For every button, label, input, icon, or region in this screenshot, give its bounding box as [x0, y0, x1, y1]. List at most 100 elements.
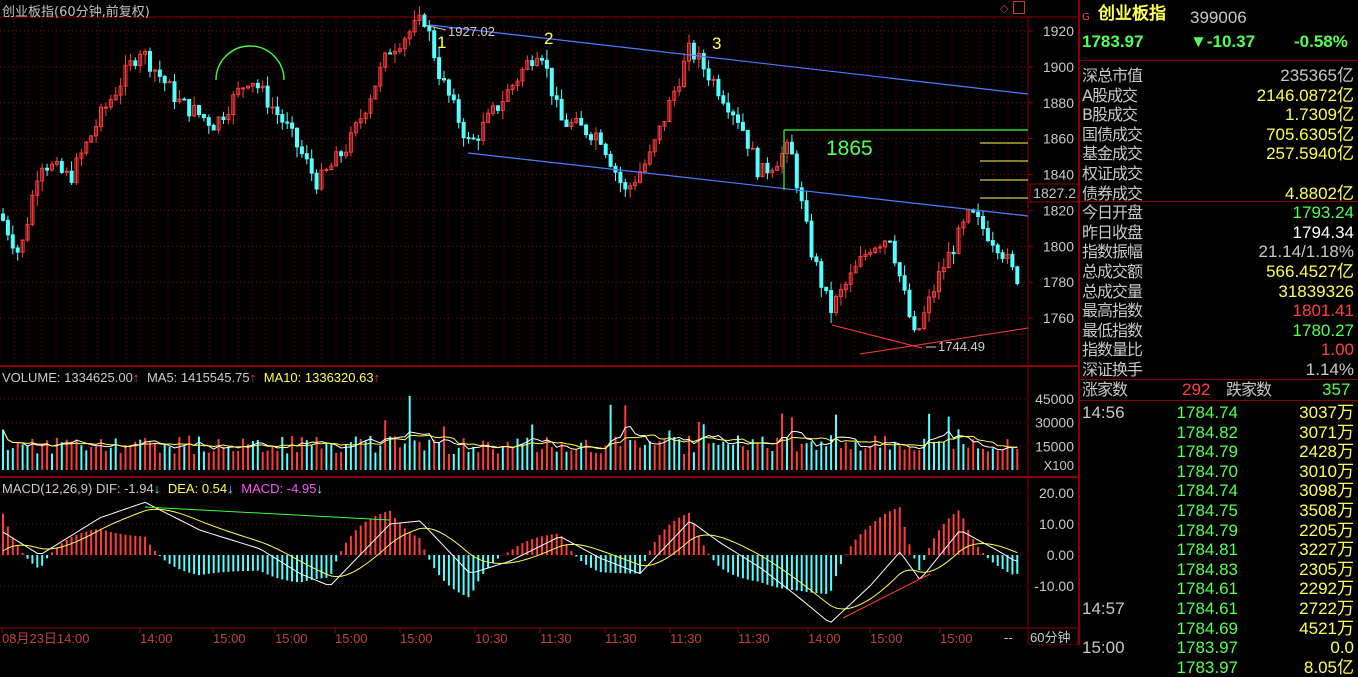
candle-body: [84, 141, 89, 154]
stat-label: 总成交量: [1082, 281, 1143, 301]
candle-body: [878, 246, 883, 249]
candle-body: [74, 157, 79, 183]
candle-body: [765, 162, 770, 174]
stat-value: 4.8802亿: [1285, 183, 1354, 203]
macd-axis-label: -10.00: [1034, 578, 1074, 594]
candle-body: [887, 240, 892, 243]
candle-body: [981, 216, 985, 230]
candle-body: [182, 98, 187, 101]
tick-volume: 3098万: [1299, 481, 1354, 501]
tick-price: 1783.97: [1176, 657, 1238, 677]
time-axis-label: 14:00: [140, 631, 173, 645]
maximize-icon[interactable]: [1013, 1, 1025, 14]
candle-body: [329, 165, 334, 170]
candle-body: [206, 117, 211, 126]
time-axis-label: 15:00: [335, 631, 368, 645]
stat-value: 1794.34: [1292, 222, 1354, 242]
tick-price: 1784.61: [1176, 579, 1238, 599]
price-change-pct: -0.58%: [1294, 32, 1348, 51]
candle-body: [927, 296, 932, 314]
stat-value: 1780.27: [1292, 320, 1354, 340]
candle-body: [652, 139, 657, 153]
tick-volume: 2205万: [1299, 520, 1354, 540]
chart-options-icon[interactable]: ◇: [1000, 2, 1009, 15]
candle-body: [995, 244, 1000, 254]
candle-body: [250, 82, 255, 87]
candle-body: [897, 262, 902, 277]
candle-body: [69, 170, 74, 183]
tick-volume: 3010万: [1299, 461, 1354, 481]
candle-body: [794, 153, 799, 189]
candle-body: [241, 87, 246, 90]
candle-body: [427, 25, 432, 32]
candle-body: [515, 80, 520, 86]
candle-body: [495, 105, 500, 111]
stat-label: 深证换手: [1082, 360, 1143, 379]
tick-price: 1784.74: [1176, 403, 1238, 422]
panel-divider: [1078, 0, 1080, 645]
price-axis-label: 1880: [1043, 95, 1074, 111]
tick-price: 1784.81: [1176, 540, 1238, 560]
tick-volume: 2722万: [1299, 599, 1354, 618]
price-axis-label: 1920: [1043, 23, 1074, 39]
breadth-divider-top: [1080, 379, 1358, 380]
timeframe-selector[interactable]: 60分钟: [1030, 630, 1070, 645]
stat-value: 257.5940亿: [1266, 144, 1354, 164]
candle-body: [505, 89, 510, 102]
tick-time: 15:00: [1082, 638, 1125, 658]
candle-body: [785, 141, 789, 155]
candle-body: [593, 132, 598, 141]
high-price-label: 1927.02: [448, 24, 495, 39]
candle-body: [799, 187, 804, 202]
candle-body: [608, 154, 613, 167]
candle-body: [736, 114, 740, 123]
volume-value: VOLUME: 1334625.00: [2, 370, 133, 385]
index-name: 创业板指: [1098, 4, 1166, 24]
candle-body: [397, 48, 402, 52]
kline-chart-area[interactable]: 1920 1900 1880 1860 1840 1820 1800 1780 1760 1827…: [0, 0, 1078, 645]
candle-body: [402, 38, 407, 50]
volume-axis-label: 30000: [1035, 415, 1074, 431]
down-count: 357: [1322, 380, 1351, 399]
candle-body: [197, 104, 201, 116]
candle-body: [770, 169, 775, 174]
candle-body: [554, 95, 559, 100]
tick-volume: 0.0: [1330, 638, 1354, 658]
candle-body: [461, 121, 466, 139]
candle-body: [451, 94, 456, 101]
tick-volume: 3508万: [1299, 501, 1354, 520]
stat-value: 705.6305亿: [1266, 124, 1354, 144]
tick-price: 1784.74: [1176, 481, 1238, 501]
candle-body: [559, 98, 564, 121]
tick-time: 14:57: [1082, 599, 1125, 618]
time-axis-label: 15:00: [213, 631, 246, 645]
candle-body: [128, 60, 133, 66]
candle-body: [373, 85, 378, 100]
candle-body: [1000, 252, 1005, 259]
candle-body: [775, 165, 780, 171]
candle-body: [951, 251, 956, 255]
stat-value: 1801.41: [1292, 301, 1354, 321]
stat-label: A股成交: [1082, 85, 1138, 105]
candle-body: [902, 275, 907, 291]
stat-label: 最低指数: [1082, 320, 1143, 340]
stat-label: 权证成交: [1082, 164, 1143, 183]
candle-body: [873, 247, 878, 253]
candle-body: [525, 60, 530, 70]
stat-value: 235365亿: [1280, 66, 1354, 85]
arc-top-marker: [215, 45, 285, 81]
tick-volume: 4521万: [1299, 618, 1354, 638]
candle-body: [917, 328, 922, 331]
candle-body: [486, 112, 491, 123]
candle-body: [932, 291, 936, 298]
volume-header: VOLUME: 1334625.00↑ MA5: 1415545.75↑ MA1…: [2, 370, 381, 385]
candle-body: [201, 114, 206, 119]
candle-body: [1010, 253, 1015, 268]
candle-body: [936, 271, 941, 293]
down-count-label: 跌家数: [1226, 380, 1272, 399]
tick-price: 1784.83: [1176, 559, 1238, 579]
candle-body: [162, 75, 167, 84]
candle-body: [682, 60, 687, 88]
macd-divergence-line: [144, 506, 391, 521]
tick-price: 1783.97: [1176, 638, 1238, 658]
